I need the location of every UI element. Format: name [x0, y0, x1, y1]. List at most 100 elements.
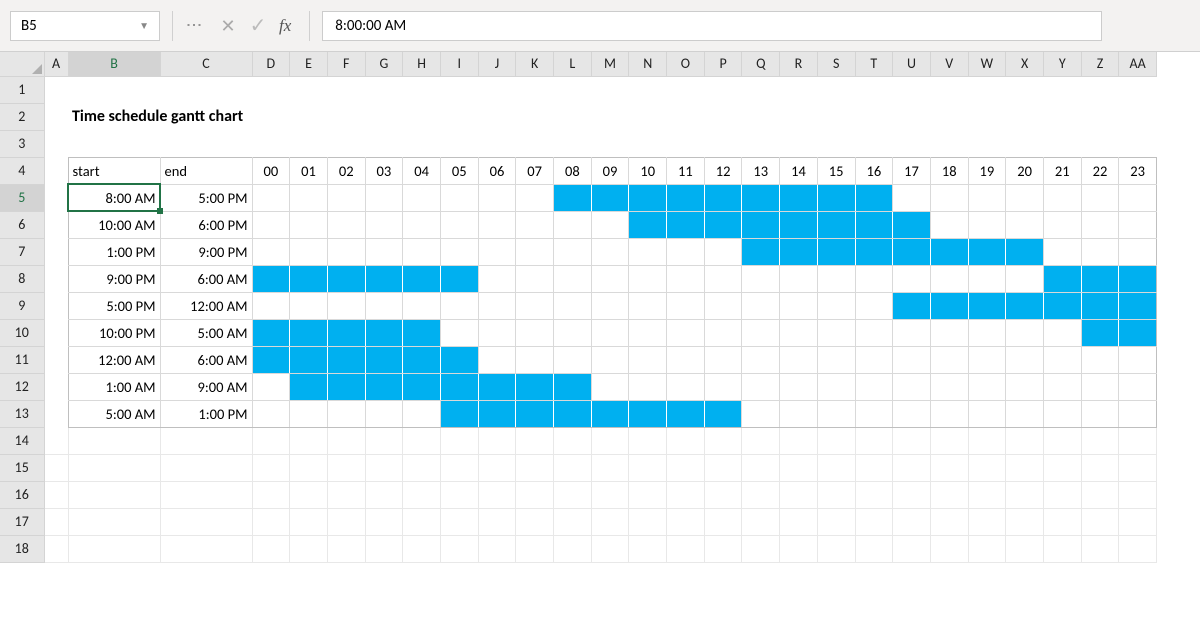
gantt-bar-cell[interactable] [930, 238, 968, 265]
gantt-bar-cell[interactable] [1006, 238, 1044, 265]
gantt-empty-cell[interactable] [930, 400, 968, 427]
cell[interactable] [968, 535, 1006, 562]
gantt-empty-cell[interactable] [968, 373, 1006, 400]
gantt-empty-cell[interactable] [1081, 373, 1119, 400]
end-cell[interactable]: 1:00 PM [160, 400, 252, 427]
gantt-empty-cell[interactable] [930, 184, 968, 211]
gantt-empty-cell[interactable] [1119, 238, 1157, 265]
gantt-empty-cell[interactable] [930, 373, 968, 400]
end-cell[interactable]: 6:00 AM [160, 346, 252, 373]
column-header[interactable]: A [44, 52, 68, 76]
gantt-empty-cell[interactable] [742, 400, 780, 427]
gantt-empty-cell[interactable] [403, 184, 441, 211]
gantt-empty-cell[interactable] [403, 292, 441, 319]
cell[interactable] [780, 76, 818, 103]
gantt-bar-cell[interactable] [780, 184, 818, 211]
cell[interactable] [1119, 103, 1157, 130]
cell[interactable] [516, 130, 554, 157]
cell[interactable] [403, 454, 441, 481]
row-header[interactable]: 16 [0, 481, 44, 508]
cell[interactable] [817, 76, 855, 103]
gantt-empty-cell[interactable] [1006, 184, 1044, 211]
cell[interactable] [1006, 454, 1044, 481]
row-header[interactable]: 10 [0, 319, 44, 346]
cell[interactable] [893, 454, 931, 481]
cell[interactable] [667, 535, 705, 562]
gantt-empty-cell[interactable] [704, 292, 742, 319]
cell[interactable] [554, 508, 592, 535]
end-cell[interactable]: 5:00 PM [160, 184, 252, 211]
cell[interactable] [516, 481, 554, 508]
cell[interactable] [780, 535, 818, 562]
gantt-empty-cell[interactable] [591, 238, 629, 265]
gantt-empty-cell[interactable] [290, 238, 328, 265]
cell[interactable] [1119, 481, 1157, 508]
gantt-empty-cell[interactable] [440, 238, 478, 265]
gantt-bar-cell[interactable] [968, 292, 1006, 319]
cell[interactable] [516, 76, 554, 103]
gantt-empty-cell[interactable] [478, 238, 516, 265]
cell[interactable] [160, 508, 252, 535]
gantt-empty-cell[interactable] [554, 346, 592, 373]
gantt-empty-cell[interactable] [365, 292, 403, 319]
cell[interactable] [704, 427, 742, 454]
cell[interactable] [44, 76, 68, 103]
cell[interactable] [365, 130, 403, 157]
end-cell[interactable]: 5:00 AM [160, 319, 252, 346]
cell[interactable] [1006, 508, 1044, 535]
gantt-empty-cell[interactable] [742, 373, 780, 400]
hour-header[interactable]: 09 [591, 157, 629, 184]
cancel-icon[interactable]: ✕ [213, 15, 243, 37]
cell[interactable] [440, 130, 478, 157]
column-header[interactable]: X [1006, 52, 1044, 76]
gantt-empty-cell[interactable] [893, 265, 931, 292]
end-cell[interactable]: 12:00 AM [160, 292, 252, 319]
cell[interactable] [516, 535, 554, 562]
row-header[interactable]: 1 [0, 76, 44, 103]
gantt-empty-cell[interactable] [704, 373, 742, 400]
gantt-bar-cell[interactable] [554, 373, 592, 400]
column-header[interactable]: E [290, 52, 328, 76]
cell[interactable] [629, 76, 667, 103]
start-cell[interactable]: 12:00 AM [68, 346, 160, 373]
row-header[interactable]: 2 [0, 103, 44, 130]
hour-header[interactable]: 11 [667, 157, 705, 184]
gantt-empty-cell[interactable] [780, 319, 818, 346]
gantt-empty-cell[interactable] [1081, 400, 1119, 427]
cell[interactable] [1081, 508, 1119, 535]
column-header[interactable]: I [440, 52, 478, 76]
column-header[interactable]: C [160, 52, 252, 76]
gantt-empty-cell[interactable] [1119, 211, 1157, 238]
cell[interactable] [554, 454, 592, 481]
column-header[interactable]: N [629, 52, 667, 76]
gantt-empty-cell[interactable] [817, 265, 855, 292]
gantt-empty-cell[interactable] [478, 211, 516, 238]
gantt-bar-cell[interactable] [780, 238, 818, 265]
cell[interactable] [930, 76, 968, 103]
cell[interactable] [667, 130, 705, 157]
cell[interactable] [516, 508, 554, 535]
cell[interactable] [290, 535, 328, 562]
gantt-empty-cell[interactable] [893, 346, 931, 373]
gantt-empty-cell[interactable] [780, 373, 818, 400]
cell[interactable] [893, 76, 931, 103]
cell[interactable] [365, 454, 403, 481]
cell[interactable] [44, 454, 68, 481]
column-header[interactable]: B [68, 52, 160, 76]
cell[interactable] [440, 508, 478, 535]
cell[interactable] [629, 454, 667, 481]
gantt-empty-cell[interactable] [817, 346, 855, 373]
cell[interactable] [252, 76, 290, 103]
gantt-empty-cell[interactable] [290, 184, 328, 211]
gantt-empty-cell[interactable] [1006, 373, 1044, 400]
cell[interactable] [667, 508, 705, 535]
cell[interactable] [591, 535, 629, 562]
cell[interactable] [44, 481, 68, 508]
cell[interactable] [1043, 103, 1081, 130]
cell[interactable] [44, 292, 68, 319]
gantt-empty-cell[interactable] [704, 319, 742, 346]
cell[interactable] [1043, 427, 1081, 454]
cell[interactable] [44, 346, 68, 373]
gantt-empty-cell[interactable] [478, 265, 516, 292]
cell[interactable] [1081, 535, 1119, 562]
